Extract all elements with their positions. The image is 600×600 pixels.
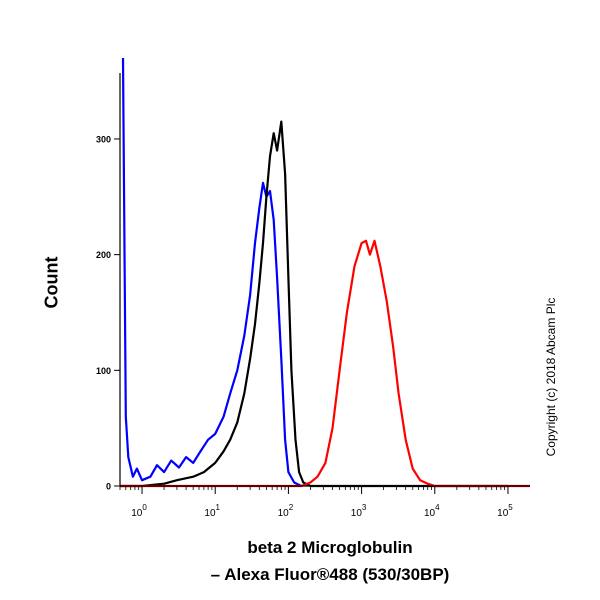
ticks-group: 0 100 200 300 100 101 102 103 104 105 [96, 134, 513, 519]
y-tick-label-0: 0 [106, 482, 111, 492]
x-tick-label-1: 101 [204, 503, 220, 519]
histogram-series-group [120, 57, 530, 488]
x-axis-label-line-2: – Alexa Fluor®488 (530/30BP) [210, 565, 450, 584]
series-line-2 [120, 239, 530, 488]
y-axis-label: Count [41, 256, 62, 309]
x-tick-label-3: 103 [351, 503, 367, 519]
y-tick-label-3: 300 [96, 134, 111, 144]
series-line-1 [120, 120, 508, 488]
copyright-notice: Copyright (c) 2018 Abcam Plc [544, 297, 558, 457]
x-tick-label-0: 100 [131, 503, 147, 519]
x-tick-label-4: 104 [424, 503, 440, 519]
axes-group [119, 73, 530, 487]
series-line-0 [121, 57, 302, 487]
y-tick-label-2: 200 [96, 250, 111, 260]
x-axis-label-line-1: beta 2 Microglobulin [247, 538, 413, 557]
x-tick-label-2: 102 [278, 503, 294, 519]
x-tick-label-5: 105 [497, 503, 513, 519]
y-tick-label-1: 100 [96, 366, 111, 376]
